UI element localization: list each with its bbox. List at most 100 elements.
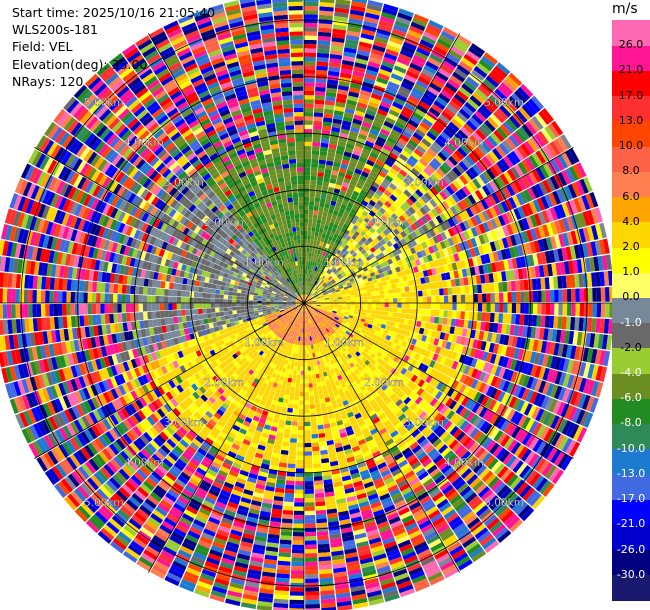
velocity-gate (307, 235, 311, 240)
velocity-gate (373, 270, 380, 276)
velocity-gate (388, 307, 394, 312)
velocity-gate (441, 60, 456, 71)
velocity-gate (524, 173, 535, 187)
velocity-gate (410, 167, 420, 177)
velocity-gate (381, 281, 387, 286)
velocity-gate (370, 359, 377, 366)
velocity-gate (541, 395, 550, 410)
velocity-gate (561, 316, 567, 330)
velocity-gate (412, 345, 419, 353)
velocity-gate (557, 343, 564, 357)
velocity-gate (394, 160, 404, 169)
velocity-gate (445, 341, 452, 350)
velocity-gate (414, 326, 421, 334)
velocity-gate (392, 125, 404, 134)
velocity-gate (337, 211, 344, 218)
velocity-gate (337, 327, 342, 333)
velocity-gate (346, 298, 351, 301)
velocity-gate (378, 20, 394, 29)
velocity-gate (475, 175, 486, 187)
velocity-gate (421, 224, 429, 233)
velocity-gate (314, 369, 319, 375)
velocity-gate (574, 317, 580, 331)
velocity-gate (418, 257, 425, 265)
velocity-gate (528, 201, 538, 214)
velocity-gate (338, 268, 344, 274)
velocity-gate (468, 400, 477, 411)
velocity-gate (456, 34, 472, 46)
velocity-gate (471, 368, 479, 379)
velocity-gate (513, 148, 525, 162)
velocity-gate (459, 420, 469, 431)
velocity-gate (312, 454, 321, 460)
velocity-gate (356, 197, 363, 204)
velocity-gate (336, 273, 342, 278)
velocity-gate (310, 357, 314, 363)
velocity-gate (372, 89, 384, 97)
velocity-gate (520, 83, 534, 98)
velocity-gate (457, 146, 468, 158)
velocity-gate (316, 253, 320, 259)
velocity-gate (310, 421, 317, 426)
velocity-gate (526, 376, 535, 389)
velocity-gate (348, 333, 354, 338)
velocity-gate (369, 151, 379, 159)
velocity-gate (591, 272, 597, 287)
velocity-gate (558, 289, 563, 302)
velocity-gate (540, 315, 546, 328)
velocity-gate (349, 254, 355, 261)
velocity-gate (310, 294, 315, 298)
velocity-gate (498, 367, 506, 379)
velocity-gate (351, 1, 367, 8)
velocity-gate (328, 182, 336, 189)
velocity-gate (418, 370, 426, 379)
velocity-gate (542, 224, 550, 238)
velocity-gate (351, 153, 360, 161)
velocity-gate (343, 244, 350, 251)
velocity-gate (430, 173, 440, 184)
velocity-gate (350, 303, 355, 306)
velocity-gate (279, 539, 292, 545)
velocity-gate (436, 224, 444, 234)
velocity-gate (464, 311, 470, 320)
velocity-gate (442, 188, 452, 198)
velocity-gate (285, 386, 291, 392)
velocity-gate (287, 403, 294, 409)
velocity-gate (537, 353, 545, 366)
velocity-gate (488, 150, 500, 163)
velocity-gate (518, 219, 526, 232)
velocity-gate (548, 250, 556, 263)
velocity-gate (462, 385, 471, 396)
velocity-gate (381, 60, 395, 69)
velocity-gate (327, 263, 332, 269)
velocity-gate (341, 296, 347, 299)
velocity-gate (427, 176, 436, 186)
velocity-gate (425, 60, 439, 71)
velocity-gate (521, 217, 530, 230)
velocity-gate (393, 370, 401, 378)
velocity-gate (367, 306, 372, 310)
velocity-gate (436, 233, 444, 242)
velocity-gate (532, 253, 539, 266)
velocity-gate (480, 395, 490, 407)
velocity-gate (456, 303, 462, 311)
velocity-gate (572, 259, 579, 274)
velocity-gate (380, 367, 387, 374)
velocity-gate (304, 103, 314, 108)
velocity-gate (422, 270, 429, 277)
velocity-gate (465, 169, 476, 181)
velocity-gate (369, 317, 375, 322)
velocity-gate (605, 303, 610, 318)
velocity-gate (336, 145, 346, 152)
velocity-gate (548, 467, 561, 482)
velocity-gate (403, 243, 410, 251)
velocity-gate (426, 395, 435, 404)
velocity-gate (291, 378, 297, 384)
velocity-gate (398, 8, 414, 18)
velocity-gate (413, 83, 427, 93)
velocity-gate (445, 172, 456, 183)
velocity-gate (410, 115, 422, 125)
velocity-gate (528, 420, 539, 434)
velocity-gate (413, 164, 423, 174)
velocity-gate (320, 269, 325, 275)
